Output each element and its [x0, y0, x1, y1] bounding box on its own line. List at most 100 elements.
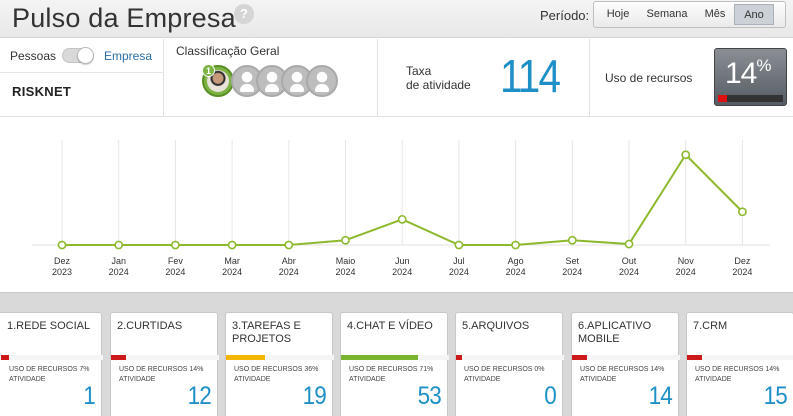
x-tick-label: Out [622, 256, 637, 266]
usage-bar-track [456, 355, 564, 360]
usage-line: USO DE RECURSOS 7% [9, 366, 90, 373]
module-card[interactable]: 4.CHAT E VÍDEO USO DE RECURSOS 71% ATIVIDA… [340, 312, 449, 416]
module-card[interactable]: 3.TAREFAS E PROJETOS USO DE RECURSOS 36% A… [225, 312, 334, 416]
module-card[interactable]: 7.CRM USO DE RECURSOS 14% ATIVIDADE 15 [686, 312, 793, 416]
data-point[interactable] [567, 235, 577, 245]
usage-cell: Uso de recursos 14% [590, 39, 793, 117]
module-card[interactable]: 5.ARQUIVOS USO DE RECURSOS 0% ATIVIDADE 0 [455, 312, 564, 416]
module-card-title: 3.TAREFAS E PROJETOS [232, 320, 301, 345]
data-point[interactable] [284, 240, 294, 250]
x-tick-year-label: 2024 [506, 267, 526, 277]
usage-bar-track [226, 355, 334, 360]
avatar-rank-1[interactable] [202, 65, 234, 97]
usage-gauge: 14% [714, 48, 787, 106]
module-cards: 1.REDE SOCIAL USO DE RECURSOS 7% ATIVIDADE… [0, 292, 793, 416]
usage-label: Uso de recursos [605, 71, 693, 85]
x-tick-label: Jun [395, 256, 410, 266]
x-tick-year-label: 2023 [52, 267, 72, 277]
module-usage-text: USO DE RECURSOS 36% ATIVIDADE [234, 365, 318, 385]
x-tick-year-label: 2024 [732, 267, 752, 277]
period-today-button[interactable]: Hoje [606, 8, 630, 20]
activity-chart: Dez 2023 Jan 2024 Fev 2024 Mar 2024 Abr 2024 Maio 2… [0, 118, 793, 291]
summary-strip: Pessoas Empresa RISKNET Classificação Ge… [0, 39, 793, 117]
module-activity-value: 12 [187, 382, 212, 410]
data-point[interactable] [738, 207, 747, 217]
usage-bar-fill [111, 355, 127, 360]
x-tick-year-label: 2024 [222, 267, 242, 277]
data-point[interactable] [57, 240, 67, 250]
usage-unit: % [756, 56, 771, 75]
toggle-people-label[interactable]: Pessoas [10, 49, 57, 63]
module-card[interactable]: 6.APLICATIVO MOBILE USO DE RECURSOS 14% AT… [571, 312, 680, 416]
activity-line: ATIVIDADE [695, 376, 732, 383]
activity-line: ATIVIDADE [119, 376, 156, 383]
x-tick-label: Dez [734, 256, 751, 266]
x-tick-label: Nov [678, 256, 695, 266]
usage-line: USO DE RECURSOS 36% [234, 366, 319, 373]
module-activity-value: 19 [302, 382, 327, 410]
usage-line: USO DE RECURSOS 0% [464, 366, 545, 373]
x-tick-label: Set [566, 256, 580, 266]
activity-cell: Taxa de atividade 114 [378, 39, 590, 117]
module-card-title: 7.CRM [693, 320, 728, 332]
usage-line: USO DE RECURSOS 14% [119, 366, 204, 373]
usage-bar-track [0, 355, 103, 360]
data-point[interactable] [681, 150, 691, 160]
usage-bar-fill [226, 355, 265, 360]
help-icon[interactable]: ? [234, 4, 254, 24]
data-point[interactable] [227, 240, 237, 250]
usage-number: 14 [725, 57, 757, 90]
avatar-placeholder-icon[interactable] [306, 65, 338, 97]
ranking-title: Classificação Geral [176, 44, 280, 58]
page-title: Pulso da Empresa [12, 3, 236, 33]
usage-bar-fill [1, 355, 9, 360]
module-usage-text: USO DE RECURSOS 7% ATIVIDADE [9, 365, 90, 385]
activity-line-chart: Dez2023Jan2024Fev2024Mar2024Abr2024Maio2… [32, 140, 770, 277]
usage-bar-track [572, 355, 680, 360]
scope-toggle[interactable] [62, 47, 94, 64]
activity-value: 114 [500, 50, 561, 102]
module-usage-text: USO DE RECURSOS 0% ATIVIDADE [464, 365, 545, 385]
usage-bar-fill [456, 355, 462, 360]
usage-bar-track [111, 355, 219, 360]
data-point[interactable] [341, 235, 350, 245]
activity-label-line1: Taxa [406, 64, 432, 78]
divider [0, 72, 164, 73]
usage-bar-track [687, 355, 793, 360]
x-tick-year-label: 2024 [109, 267, 129, 277]
activity-line: ATIVIDADE [9, 376, 46, 383]
module-card-title: 6.APLICATIVO MOBILE [578, 320, 652, 345]
module-card-title: 5.ARQUIVOS [462, 320, 530, 332]
x-tick-year-label: 2024 [392, 267, 412, 277]
period-week-button[interactable]: Semana [646, 8, 688, 20]
module-usage-text: USO DE RECURSOS 14% ATIVIDADE [119, 365, 203, 385]
toggle-company-label[interactable]: Empresa [104, 49, 153, 63]
module-activity-value: 1 [83, 382, 96, 410]
data-point[interactable] [624, 239, 634, 249]
usage-bar-fill [341, 355, 418, 360]
period-month-button[interactable]: Mês [704, 8, 726, 20]
activity-line: ATIVIDADE [464, 376, 501, 383]
data-point[interactable] [454, 240, 464, 250]
x-tick-label: Maio [336, 256, 356, 266]
ranking-cell: Classificação Geral 1 [164, 39, 378, 117]
data-point[interactable] [511, 240, 520, 250]
module-card[interactable]: 1.REDE SOCIAL USO DE RECURSOS 7% ATIVIDADE… [0, 312, 103, 416]
x-tick-label: Fev [168, 256, 184, 266]
data-point[interactable] [397, 214, 407, 224]
module-card-title: 4.CHAT E VÍDEO [347, 320, 433, 332]
data-point[interactable] [114, 240, 124, 250]
toggle-knob[interactable] [77, 47, 94, 64]
data-point[interactable] [170, 240, 180, 250]
module-card[interactable]: 2.CURTIDAS USO DE RECURSOS 14% ATIVIDADE 12 [110, 312, 219, 416]
activity-line: ATIVIDADE [349, 376, 386, 383]
module-activity-value: 14 [648, 382, 673, 410]
module-usage-text: USO DE RECURSOS 14% ATIVIDADE [580, 365, 664, 385]
header-bar: Pulso da Empresa ? Período: Hoje Semana … [0, 0, 793, 38]
period-label: Período: [540, 8, 590, 23]
x-tick-year-label: 2024 [335, 267, 355, 277]
module-usage-text: USO DE RECURSOS 14% ATIVIDADE [695, 365, 779, 385]
activity-label-line2: de atividade [406, 78, 471, 92]
period-year-button[interactable]: Ano [734, 4, 774, 25]
rank-badge: 1 [202, 64, 215, 77]
